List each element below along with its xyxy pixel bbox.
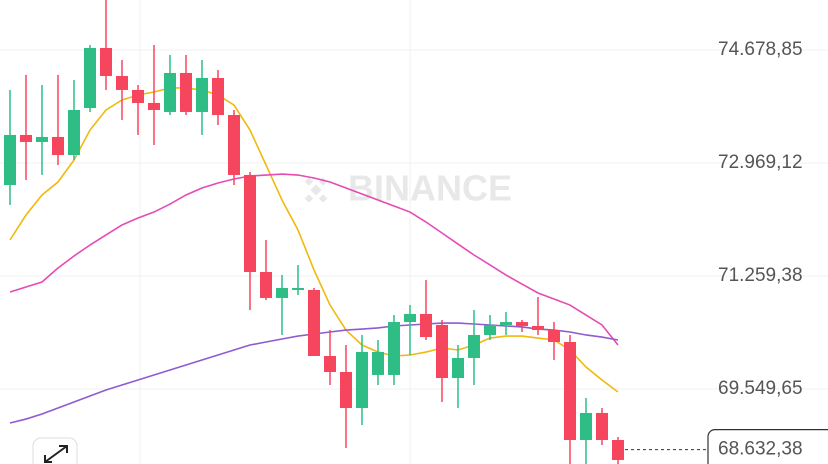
watermark-text: BINANCE bbox=[348, 168, 512, 209]
candle-body bbox=[548, 330, 560, 342]
price-axis: 74.678,85 72.969,12 71.259,38 69.549,65 68.6… bbox=[625, 39, 828, 464]
candle-body bbox=[596, 412, 608, 441]
y-tick-label: 74.678,85 bbox=[718, 39, 803, 60]
candle-body bbox=[420, 313, 432, 338]
candle-body bbox=[436, 324, 448, 379]
expand-button[interactable] bbox=[32, 437, 78, 464]
candle-body bbox=[484, 324, 496, 335]
candle-body bbox=[500, 322, 512, 325]
grid bbox=[0, 49, 828, 390]
candle-body bbox=[452, 357, 464, 379]
candle-body bbox=[564, 341, 576, 441]
candle-body bbox=[4, 134, 16, 186]
candle-body bbox=[100, 47, 112, 77]
candles bbox=[4, 0, 624, 464]
candle-body bbox=[292, 287, 304, 290]
candle-body bbox=[356, 351, 368, 409]
moving-average-line bbox=[9, 87, 619, 393]
candle-body bbox=[580, 412, 592, 441]
candle-body bbox=[132, 89, 144, 103]
candle-body bbox=[116, 76, 128, 90]
candle-body bbox=[612, 440, 624, 460]
candle-body bbox=[228, 115, 240, 175]
expand-icon bbox=[44, 445, 68, 463]
candle-body bbox=[276, 287, 288, 298]
y-tick-label: 69.549,65 bbox=[718, 378, 803, 399]
candle-body bbox=[372, 351, 384, 375]
candle-body bbox=[180, 72, 192, 112]
moving-averages bbox=[9, 87, 619, 424]
last-price-label: 68.632,38 bbox=[718, 439, 803, 460]
candle-body bbox=[388, 322, 400, 375]
candle-body bbox=[468, 334, 480, 358]
candle-body bbox=[20, 134, 32, 142]
candle-body bbox=[164, 72, 176, 112]
candle-body bbox=[52, 136, 64, 155]
candle-body bbox=[532, 325, 544, 331]
candle-body bbox=[260, 271, 272, 298]
candle-body bbox=[68, 109, 80, 155]
y-tick-label: 72.969,12 bbox=[718, 152, 803, 173]
candle-body bbox=[196, 77, 208, 112]
y-tick-label: 71.259,38 bbox=[718, 265, 803, 286]
candle-body bbox=[212, 77, 224, 116]
candle-body bbox=[308, 289, 320, 356]
candle-body bbox=[516, 322, 528, 326]
candle-body bbox=[36, 136, 48, 142]
watermark: BINANCE bbox=[304, 168, 512, 209]
candle-body bbox=[404, 313, 416, 323]
expand-button-frame[interactable] bbox=[32, 437, 78, 464]
candle-body bbox=[340, 371, 352, 409]
candle-body bbox=[244, 174, 256, 272]
last-price-box bbox=[707, 429, 828, 464]
moving-average-line bbox=[9, 173, 619, 346]
candle-body bbox=[324, 355, 336, 372]
candle-body bbox=[84, 47, 96, 109]
candle-body bbox=[148, 102, 160, 110]
